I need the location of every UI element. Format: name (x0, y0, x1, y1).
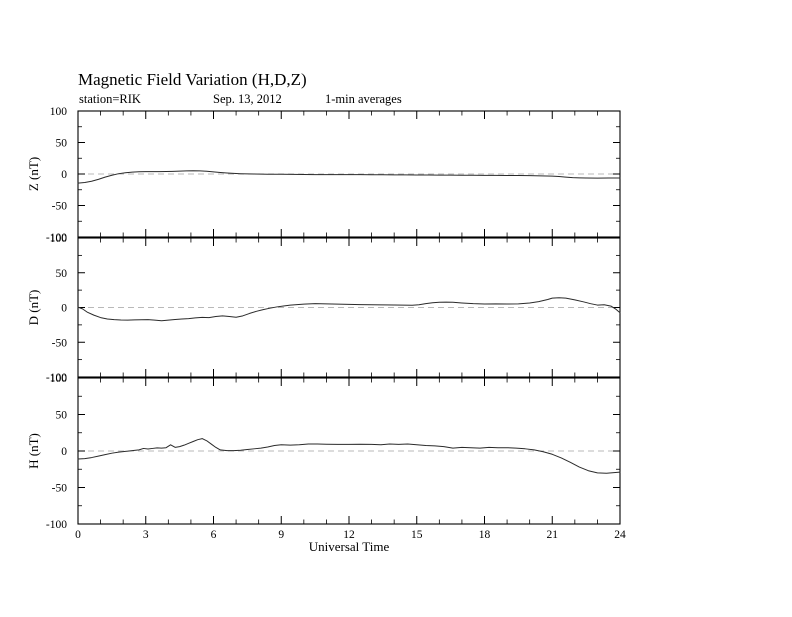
y-tick-label: 0 (61, 169, 67, 181)
x-tick-label: 6 (211, 529, 217, 541)
x-tick-label: 9 (278, 529, 284, 541)
panel-d: 100 50 0 -50 -100 D (nT) (26, 233, 621, 384)
y-tick-label: 50 (56, 410, 68, 422)
y-axis-title-h: H (nT) (26, 433, 41, 469)
y-tick-label: 100 (50, 373, 68, 385)
x-axis-ticks: 0 3 6 9 12 15 18 21 24 (75, 529, 626, 541)
y-tick-label: -100 (46, 519, 67, 531)
y-axis-title-d: D (nT) (26, 290, 41, 326)
panel-z: 100 50 0 -50 -100 Z (nT) (26, 106, 621, 244)
y-tick-label: 0 (61, 446, 67, 458)
y-axis-title-z: Z (nT) (26, 157, 41, 191)
y-tick-label: -50 (52, 483, 68, 495)
x-tick-label: 21 (547, 529, 559, 541)
y-tick-label: 100 (50, 233, 68, 245)
subtitle-averaging: 1-min averages (325, 92, 402, 106)
x-tick-label: 15 (411, 529, 423, 541)
y-tick-label: 50 (56, 138, 68, 150)
x-axis-title: Universal Time (309, 539, 390, 554)
data-trace-d (77, 297, 621, 322)
y-tick-label: 50 (56, 268, 68, 280)
x-tick-label: 24 (614, 529, 626, 541)
subtitle-date: Sep. 13, 2012 (213, 92, 282, 106)
y-tick-label: -100 (46, 232, 67, 244)
x-tick-label: 0 (75, 529, 81, 541)
subtitle-station: station=RIK (79, 92, 141, 106)
panel-h: 100 50 0 -50 -100 H (nT) (26, 373, 621, 531)
y-tick-label: 0 (61, 303, 67, 315)
x-tick-label: 3 (143, 529, 149, 541)
y-tick-label: -50 (52, 337, 68, 349)
y-tick-label: -100 (46, 372, 67, 384)
data-trace-h (77, 438, 621, 474)
y-tick-label: -50 (52, 201, 68, 213)
x-tick-label: 12 (343, 529, 355, 541)
page-title: Magnetic Field Variation (H,D,Z) (78, 70, 307, 89)
x-tick-label: 18 (479, 529, 491, 541)
data-trace-z (77, 170, 621, 184)
y-tick-label: 100 (50, 106, 68, 118)
